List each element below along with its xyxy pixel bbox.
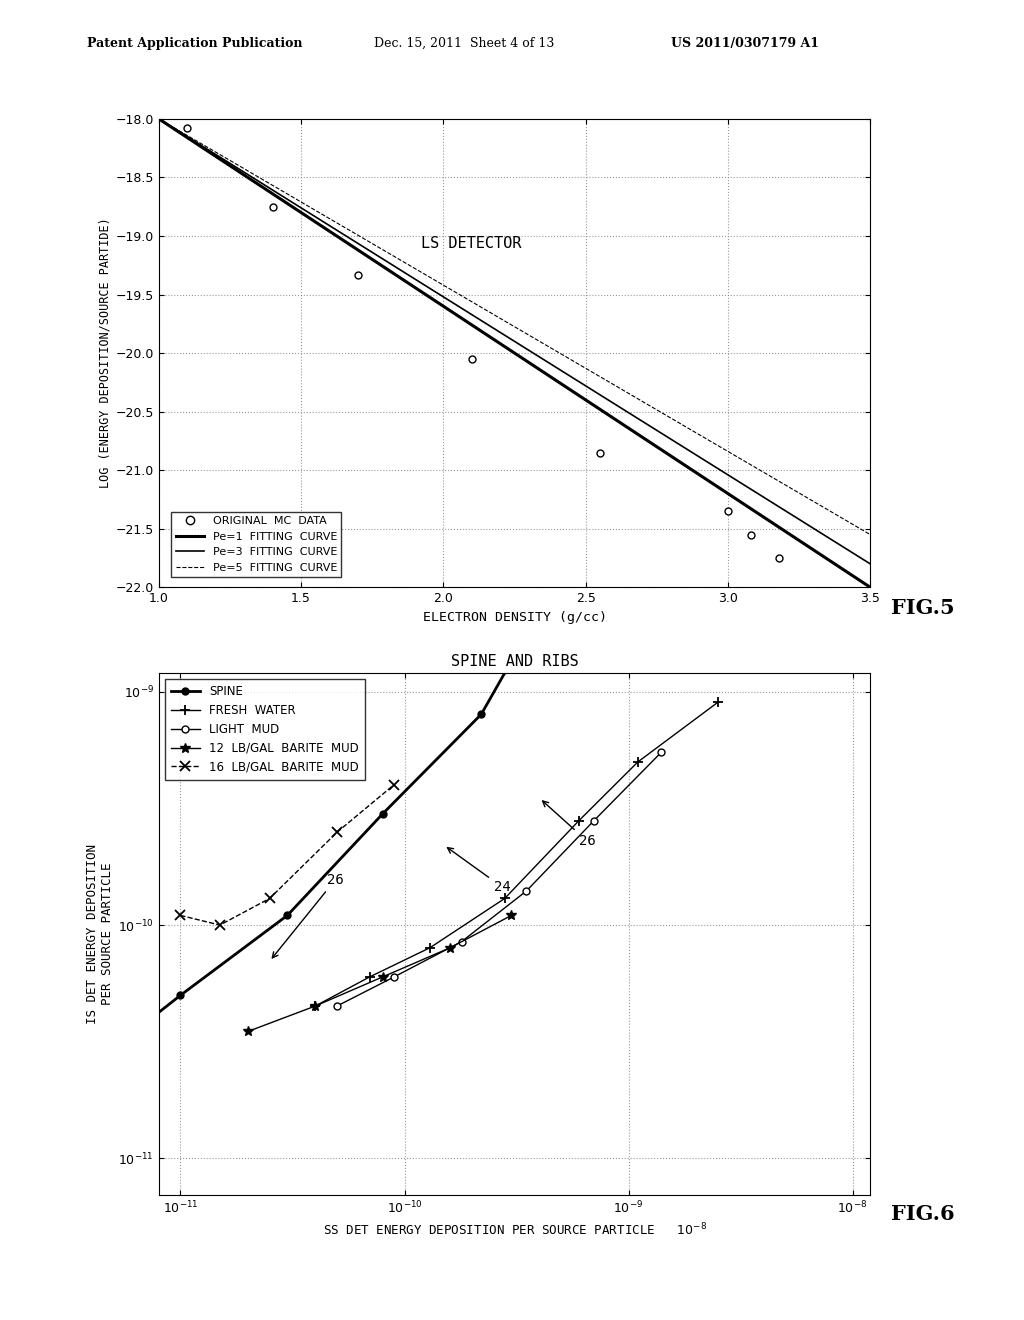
16  LB/GAL  BARITE  MUD xyxy=(214,917,226,933)
12  LB/GAL  BARITE  MUD xyxy=(377,969,389,985)
Text: FIG.5: FIG.5 xyxy=(891,598,954,618)
SPINE xyxy=(39,1090,51,1106)
16  LB/GAL  BARITE  MUD xyxy=(263,891,275,907)
LIGHT  MUD xyxy=(388,969,400,985)
Legend: SPINE, FRESH  WATER, LIGHT  MUD, 12  LB/GAL  BARITE  MUD, 16  LB/GAL  BARITE  MU: SPINE, FRESH WATER, LIGHT MUD, 12 LB/GAL… xyxy=(165,678,366,780)
FRESH  WATER xyxy=(424,940,436,956)
Y-axis label: LOG (ENERGY DEPOSITION/SOURCE PARTIDE): LOG (ENERGY DEPOSITION/SOURCE PARTIDE) xyxy=(98,218,112,488)
Text: Dec. 15, 2011  Sheet 4 of 13: Dec. 15, 2011 Sheet 4 of 13 xyxy=(374,37,554,50)
SPINE xyxy=(555,566,567,582)
SPINE xyxy=(377,805,389,821)
SPINE xyxy=(282,907,294,923)
LIGHT  MUD xyxy=(331,998,343,1014)
Text: LS DETECTOR: LS DETECTOR xyxy=(421,236,521,251)
X-axis label: ELECTRON DENSITY (g/cc): ELECTRON DENSITY (g/cc) xyxy=(423,611,606,624)
Y-axis label: IS DET ENERGY DEPOSITION
PER SOURCE PARTICLE: IS DET ENERGY DEPOSITION PER SOURCE PART… xyxy=(86,843,114,1024)
X-axis label: SS DET ENERGY DEPOSITION PER SOURCE PARTICLE   $10^{-8}$: SS DET ENERGY DEPOSITION PER SOURCE PART… xyxy=(323,1221,707,1238)
Line: 12  LB/GAL  BARITE  MUD: 12 LB/GAL BARITE MUD xyxy=(243,911,516,1036)
12  LB/GAL  BARITE  MUD xyxy=(309,998,322,1014)
Text: Patent Application Publication: Patent Application Publication xyxy=(87,37,302,50)
LIGHT  MUD xyxy=(655,744,668,760)
16  LB/GAL  BARITE  MUD xyxy=(331,824,343,840)
Legend: ORIGINAL  MC  DATA, Pe=1  FITTING  CURVE, Pe=3  FITTING  CURVE, Pe=5  FITTING  C: ORIGINAL MC DATA, Pe=1 FITTING CURVE, Pe… xyxy=(171,512,341,577)
Title: SPINE AND RIBS: SPINE AND RIBS xyxy=(451,655,579,669)
FRESH  WATER xyxy=(632,754,644,770)
16  LB/GAL  BARITE  MUD xyxy=(174,907,186,923)
Line: 16  LB/GAL  BARITE  MUD: 16 LB/GAL BARITE MUD xyxy=(175,780,399,929)
12  LB/GAL  BARITE  MUD xyxy=(242,1023,254,1039)
16  LB/GAL  BARITE  MUD xyxy=(388,776,400,792)
Text: 26: 26 xyxy=(272,873,344,958)
Line: LIGHT  MUD: LIGHT MUD xyxy=(334,748,665,1010)
Text: 24: 24 xyxy=(447,847,510,894)
FRESH  WATER xyxy=(364,969,376,985)
Line: SPINE: SPINE xyxy=(42,570,564,1102)
Line: FRESH  WATER: FRESH WATER xyxy=(310,697,723,1011)
FRESH  WATER xyxy=(712,694,724,710)
FRESH  WATER xyxy=(499,891,511,907)
LIGHT  MUD xyxy=(456,933,468,949)
LIGHT  MUD xyxy=(520,883,532,899)
12  LB/GAL  BARITE  MUD xyxy=(505,907,517,923)
FRESH  WATER xyxy=(309,998,322,1014)
SPINE xyxy=(475,706,487,722)
Text: US 2011/0307179 A1: US 2011/0307179 A1 xyxy=(671,37,819,50)
FRESH  WATER xyxy=(572,813,585,829)
Text: 26: 26 xyxy=(543,801,596,849)
Text: FIG.6: FIG.6 xyxy=(891,1204,954,1224)
LIGHT  MUD xyxy=(588,813,600,829)
SPINE xyxy=(85,1057,97,1073)
SPINE xyxy=(174,987,186,1003)
12  LB/GAL  BARITE  MUD xyxy=(444,940,457,956)
